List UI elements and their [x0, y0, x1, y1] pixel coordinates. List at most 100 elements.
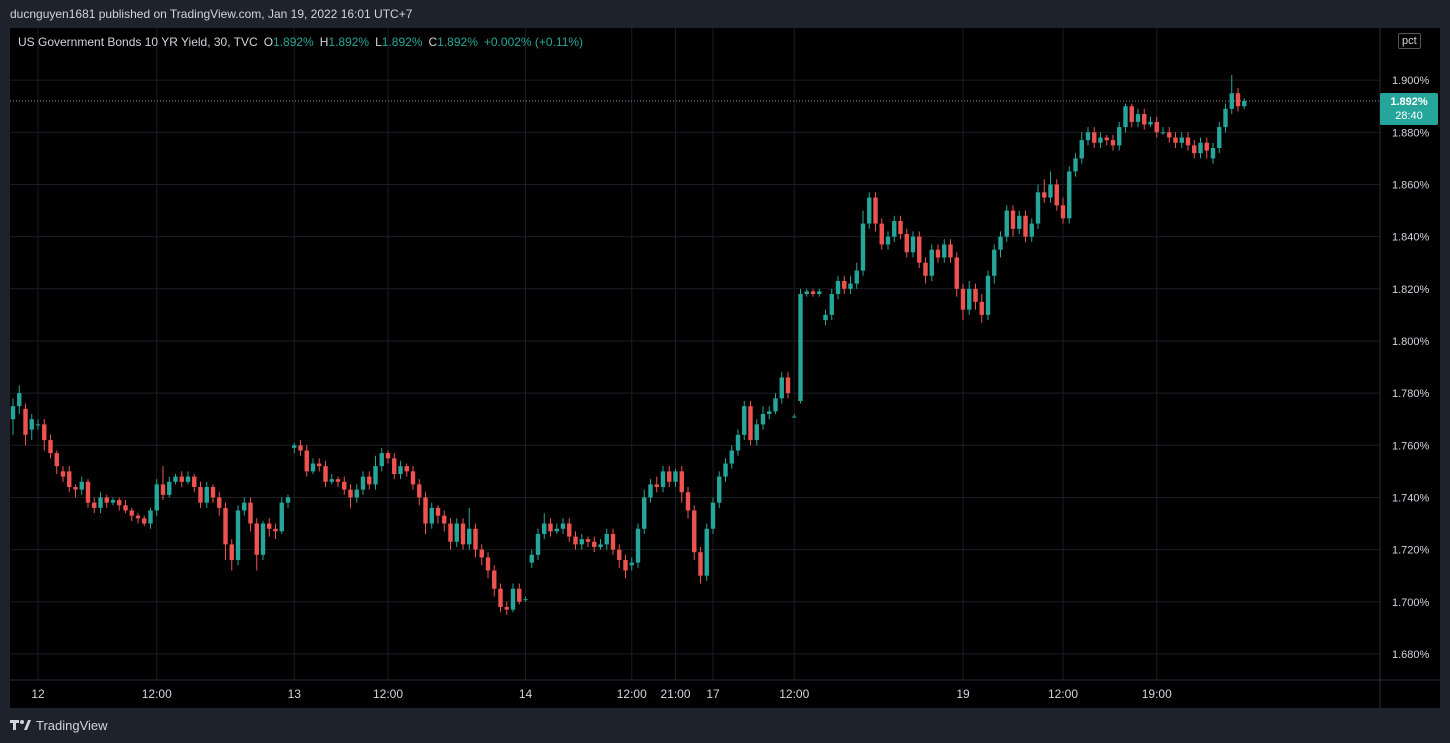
- price-axis: 1.680% 1.700% 1.720% 1.740% 1.760% 1.780% 1.80…: [1392, 75, 1430, 661]
- candle: [935, 244, 941, 263]
- candle-body: [798, 294, 803, 401]
- candle: [879, 218, 884, 250]
- candle-body: [1098, 137, 1103, 143]
- candle-body: [1123, 106, 1128, 128]
- y-tick-label: 1.780%: [1392, 388, 1430, 400]
- candle: [135, 513, 141, 524]
- candle-body: [417, 484, 422, 498]
- candle-body: [179, 476, 184, 482]
- candle-body: [385, 453, 391, 459]
- candle: [567, 518, 572, 542]
- candle: [298, 440, 303, 456]
- candle: [110, 497, 116, 506]
- candle: [667, 466, 672, 488]
- y-tick-label: 1.820%: [1392, 284, 1430, 296]
- candle: [1023, 210, 1028, 242]
- candle-body: [1242, 101, 1247, 107]
- candle-body: [29, 419, 34, 430]
- candle: [35, 419, 41, 430]
- candle-body: [567, 523, 572, 537]
- candle: [829, 288, 834, 321]
- candle: [85, 479, 91, 508]
- candle-body: [1004, 210, 1009, 237]
- chart-panel[interactable]: 1.680% 1.700% 1.720% 1.740% 1.760% 1.780% 1.80…: [10, 28, 1440, 708]
- candle: [360, 471, 366, 495]
- candle: [429, 502, 434, 529]
- candle-body: [679, 471, 684, 493]
- candle: [810, 288, 816, 297]
- candle-body: [498, 588, 503, 607]
- candle: [1242, 98, 1247, 109]
- candle: [785, 372, 791, 399]
- candle: [10, 398, 16, 435]
- candle-body: [548, 523, 553, 532]
- tradingview-logo-icon: [10, 720, 31, 730]
- candle: [710, 497, 716, 534]
- candle-body: [535, 533, 541, 555]
- candle: [492, 565, 497, 597]
- candle: [867, 192, 872, 229]
- candle-body: [1235, 93, 1241, 107]
- last-price-marker: 1.892% 28:40: [10, 93, 1438, 126]
- y-tick-label: 1.720%: [1392, 545, 1430, 557]
- candle: [404, 463, 409, 477]
- candle-body: [323, 466, 328, 482]
- candle-body: [904, 234, 909, 253]
- candlestick-chart[interactable]: 1.680% 1.700% 1.720% 1.740% 1.760% 1.780% 1.80…: [10, 28, 1440, 708]
- candle: [735, 429, 741, 456]
- candle: [1129, 103, 1134, 128]
- candle-body: [104, 497, 109, 503]
- candle: [235, 505, 241, 566]
- candle-body: [817, 291, 822, 295]
- candle-body: [1085, 132, 1091, 141]
- candle: [179, 471, 184, 488]
- candle-body: [154, 484, 159, 511]
- candle: [1042, 179, 1047, 203]
- candle: [629, 557, 634, 571]
- candle: [385, 450, 391, 464]
- candle-body: [979, 301, 984, 315]
- candle: [860, 210, 866, 276]
- close-label: C: [428, 35, 438, 49]
- candle: [792, 413, 797, 418]
- pct-scale-button[interactable]: pct: [1398, 33, 1421, 49]
- candle-body: [310, 463, 316, 472]
- candle-body: [279, 502, 284, 532]
- candle: [1217, 121, 1222, 154]
- published-info: ducnguyen1681 published on TradingView.c…: [10, 7, 413, 21]
- candle: [967, 280, 972, 315]
- candle-body: [573, 536, 578, 545]
- candle: [904, 228, 909, 258]
- candle: [942, 239, 947, 263]
- candle-body: [835, 280, 841, 295]
- candle: [260, 520, 266, 561]
- tradingview-footer[interactable]: TradingView: [10, 712, 108, 738]
- candle-body: [473, 528, 478, 550]
- candle-body: [298, 445, 303, 451]
- last-price-value: 1.892%: [1390, 96, 1428, 108]
- candle-body: [529, 554, 534, 563]
- candle: [317, 458, 322, 472]
- candle: [635, 523, 641, 568]
- candle-body: [592, 541, 597, 547]
- candle: [1054, 179, 1059, 211]
- candle-body: [517, 588, 522, 602]
- candle: [398, 460, 403, 480]
- candle-body: [435, 507, 441, 516]
- high-label: H: [319, 35, 329, 49]
- candle-body: [248, 502, 253, 524]
- candle-body: [998, 236, 1003, 250]
- candle: [1098, 132, 1103, 148]
- candle-body: [848, 283, 853, 289]
- candle-body: [423, 497, 428, 524]
- candle: [1104, 134, 1109, 146]
- candle: [42, 419, 47, 451]
- x-tick-label: 12:00: [373, 687, 403, 701]
- candle: [504, 601, 509, 615]
- candle: [542, 513, 547, 540]
- candle: [217, 492, 222, 516]
- candle-body: [523, 599, 528, 601]
- candle-body: [742, 406, 747, 435]
- candle-body: [210, 487, 216, 498]
- candle-body: [223, 507, 228, 545]
